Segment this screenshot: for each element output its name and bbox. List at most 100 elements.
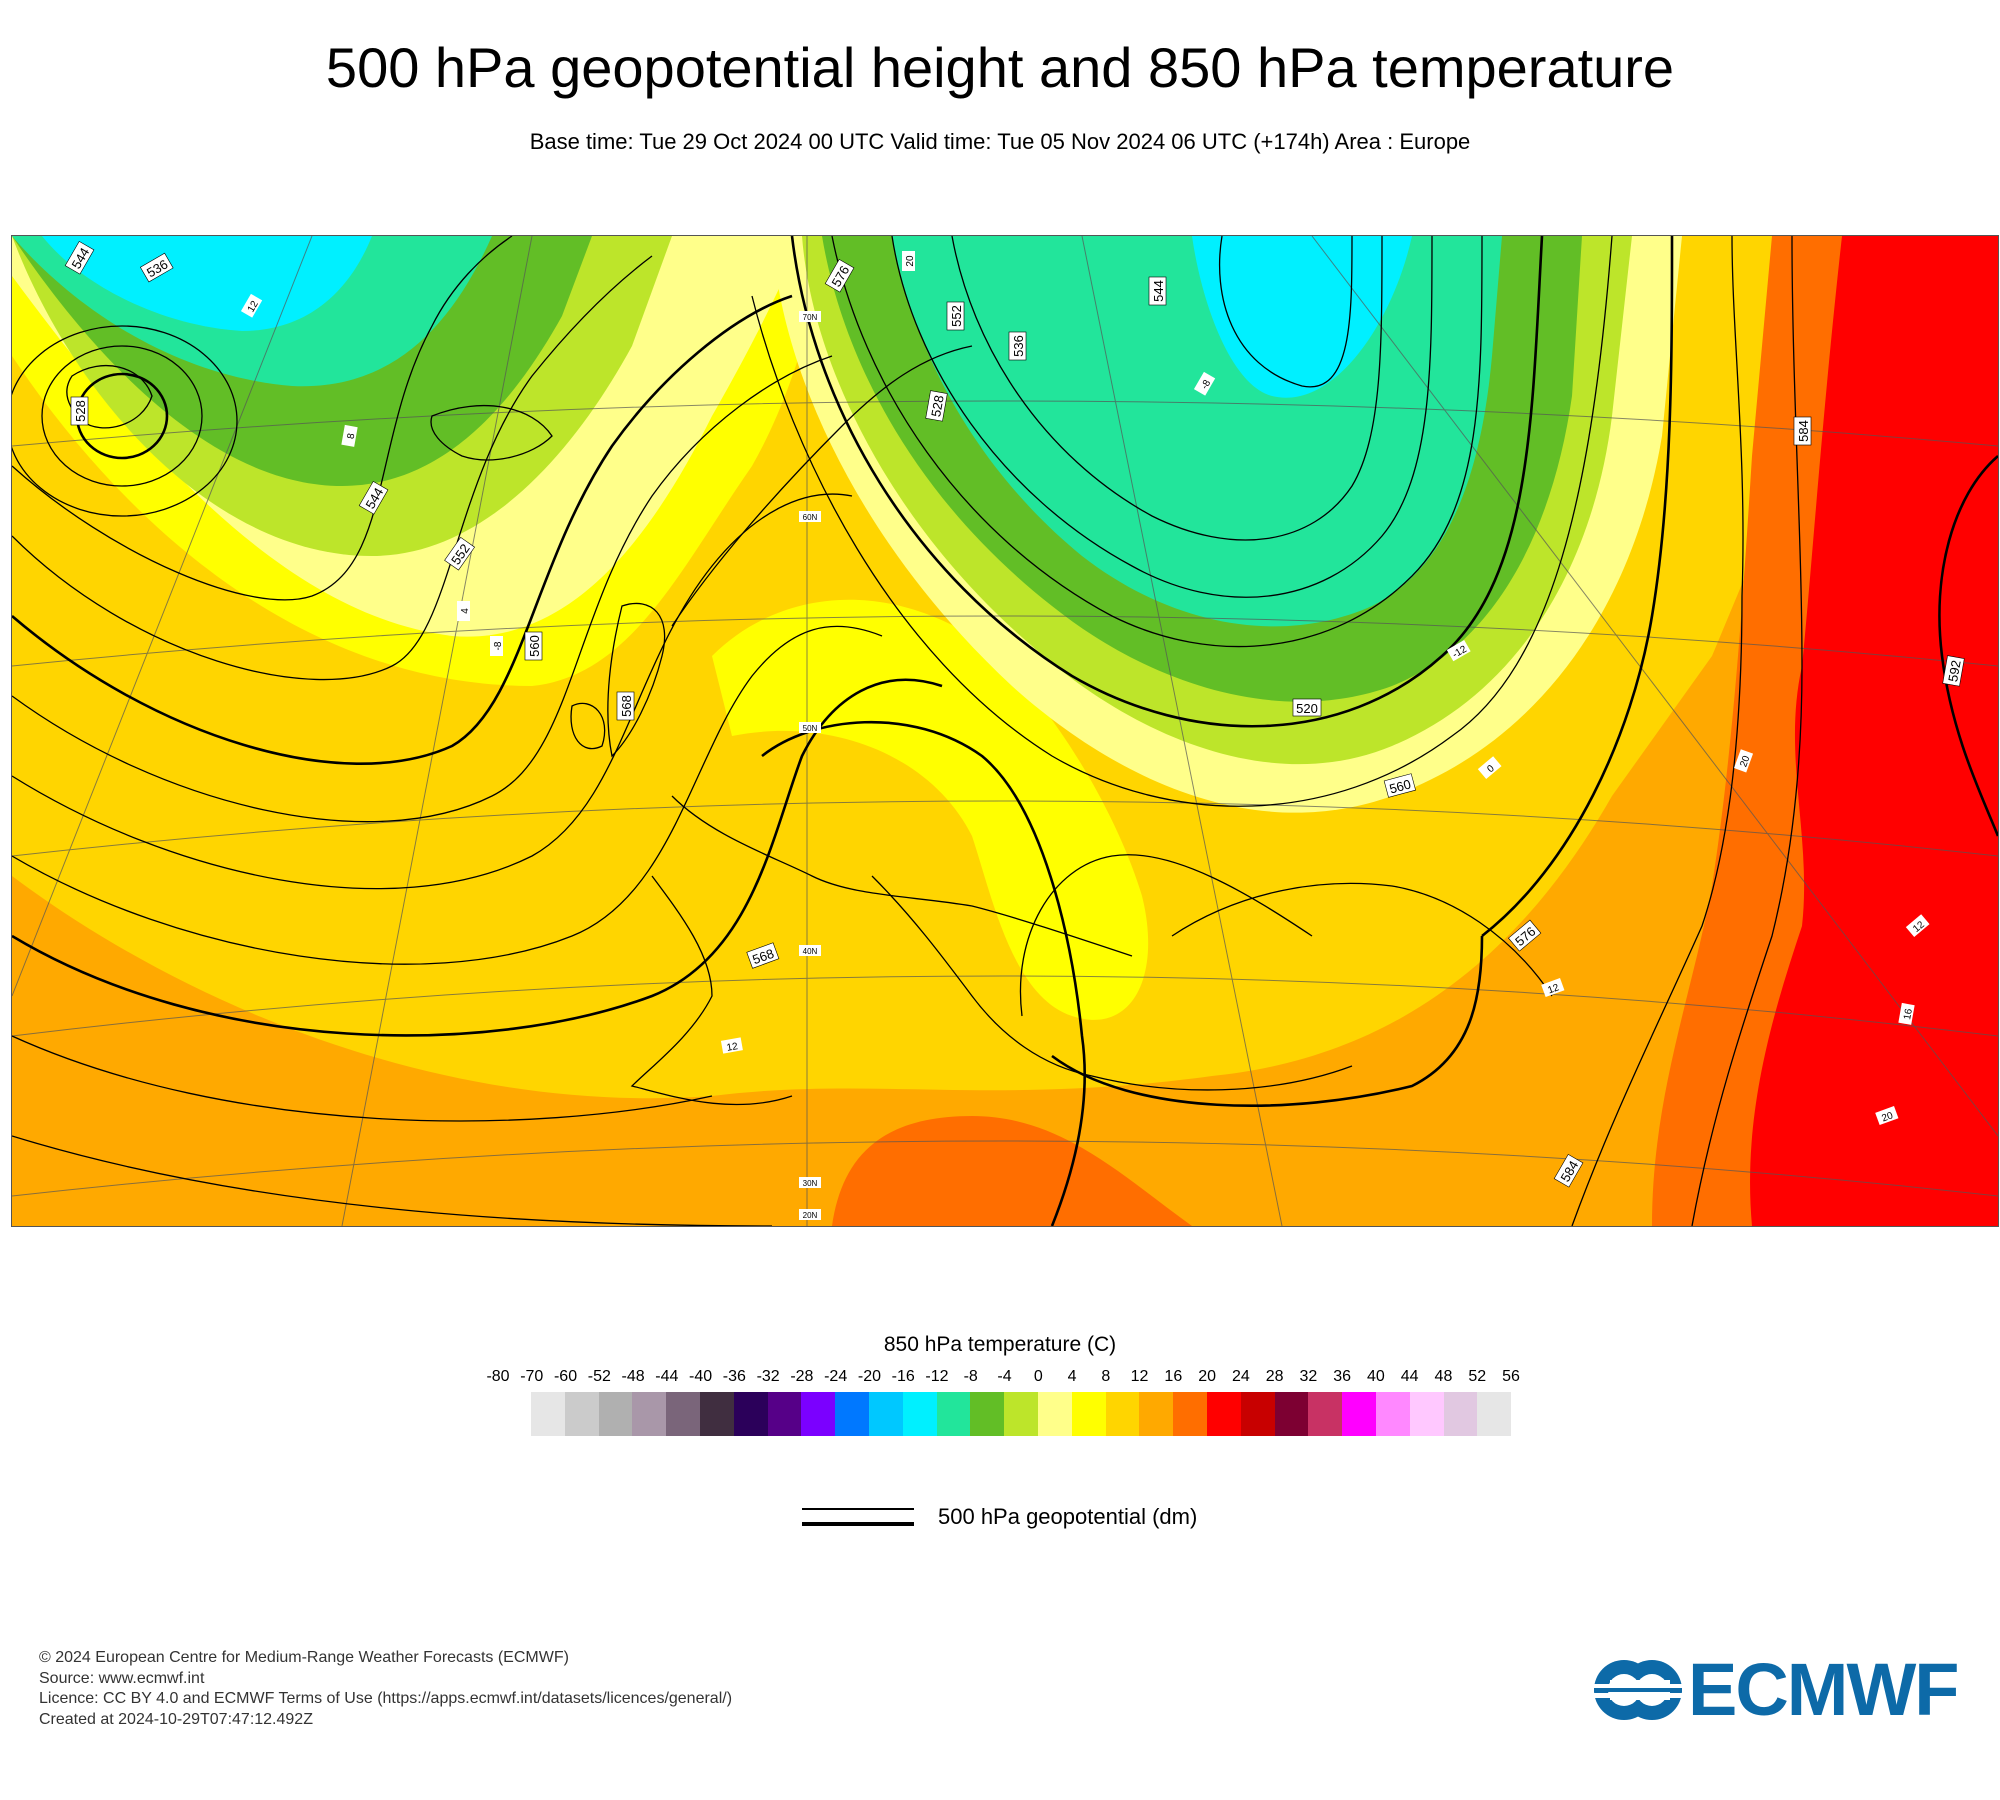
legend-tick-label: -40 (689, 1368, 713, 1385)
legend-tick-label: 28 (1265, 1368, 1284, 1385)
legend-tick-label: 32 (1299, 1368, 1318, 1385)
legend-swatch (1105, 1392, 1140, 1436)
legend-swatch (1206, 1392, 1241, 1436)
legend-swatch (1071, 1392, 1106, 1436)
legend-swatch (1240, 1392, 1275, 1436)
svg-text:4: 4 (460, 608, 471, 614)
legend-swatch (902, 1392, 937, 1436)
temperature-label: 0 (1477, 756, 1502, 780)
legend-tick-label: -32 (756, 1368, 780, 1385)
svg-text:552: 552 (949, 305, 964, 327)
legend-tick-label: 36 (1333, 1368, 1352, 1385)
legend-swatch (1342, 1392, 1376, 1436)
chart-title: 500 hPa geopotential height and 850 hPa … (325, 36, 1675, 99)
legend-tick-label: 4 (1067, 1368, 1077, 1385)
licence-line[interactable]: Licence: CC BY 4.0 and ECMWF Terms of Us… (39, 1690, 733, 1707)
svg-text:12: 12 (246, 299, 261, 315)
legend-swatch (936, 1392, 971, 1436)
temperature-label: 12 (720, 1037, 743, 1054)
contour-label: 568 (746, 942, 780, 969)
latitude-label: 50N (799, 722, 821, 733)
thin-line-sample (802, 1508, 914, 1510)
geopotential-legend: 500 hPa geopotential (dm) (802, 1500, 1402, 1540)
svg-text:20N: 20N (803, 1211, 818, 1220)
legend-swatch (699, 1392, 734, 1436)
legend-tick-label: -36 (722, 1368, 746, 1385)
contour-label: 592 (1942, 655, 1965, 687)
svg-text:584: 584 (1796, 420, 1811, 442)
legend-tick-label: 56 (1502, 1368, 1520, 1385)
ecmwf-logo-icon (1590, 1660, 1686, 1720)
svg-text:560: 560 (1388, 776, 1413, 796)
legend-swatch (632, 1392, 667, 1436)
latitude-label: 30N (799, 1177, 821, 1188)
legend-swatch (1274, 1392, 1309, 1436)
ecmwf-logo-text: ECMWF (1688, 1648, 1959, 1731)
legend-swatch (1375, 1392, 1410, 1436)
legend-tick-label: 44 (1400, 1368, 1419, 1385)
forecast-map[interactable]: 544 536 528 544 552 560 568 576 552 536 528 544 520 5… (11, 235, 1999, 1227)
temperature-legend-ticks: -80 -70 -60 -52 -48 -44 -40 -36 -32 -28 -24 -20 -16-… (0, 1367, 2000, 1389)
legend-tick-label: -28 (790, 1368, 814, 1385)
latitude-labels: 70N 60N 50N 40N 30N 20N (799, 311, 821, 1220)
temperature-label: 12 (240, 293, 263, 318)
legend-swatch (564, 1392, 599, 1436)
legend-swatch (1037, 1392, 1072, 1436)
geopotential-legend-label: 500 hPa geopotential (dm) (938, 1504, 1198, 1529)
svg-text:520: 520 (1296, 701, 1318, 716)
svg-text:60N: 60N (803, 513, 818, 522)
chart-subtitle: Base time: Tue 29 Oct 2024 00 UTC Valid … (529, 129, 1471, 154)
latitude-label: 20N (799, 1209, 821, 1220)
legend-tick-label: 8 (1101, 1368, 1111, 1385)
map-canvas: 544 5365285445525605685765525365285445205… (12, 236, 1998, 1226)
legend-swatch (868, 1392, 903, 1436)
legend-tick-label: 52 (1468, 1368, 1487, 1385)
svg-text:528: 528 (73, 400, 88, 422)
contour-label: 568 (616, 691, 635, 721)
legend-tick-label: 0 (1033, 1368, 1043, 1385)
temperature-legend-title: 850 hPa temperature (C) (883, 1333, 1117, 1356)
field-cyan-west (42, 236, 372, 331)
field-red-east (1750, 236, 1998, 1226)
contour-label: 560 (524, 631, 543, 661)
legend-swatch (1308, 1392, 1343, 1436)
legend-tick-label: -16 (891, 1368, 915, 1385)
contour-label: 584 (1793, 416, 1812, 446)
svg-text:568: 568 (750, 946, 776, 968)
legend-tick-label: 24 (1231, 1368, 1250, 1385)
legend-tick-label: -52 (587, 1368, 611, 1385)
legend-swatch (1443, 1392, 1478, 1436)
svg-text:536: 536 (1011, 335, 1026, 357)
source-line[interactable]: Source: www.ecmwf.int (39, 1669, 205, 1687)
temperature-label: 12 (1541, 978, 1565, 998)
legend-tick-label: -44 (655, 1368, 679, 1385)
svg-text:50N: 50N (803, 724, 818, 733)
legend-swatch (531, 1392, 565, 1436)
svg-text:560: 560 (527, 635, 542, 657)
temperature-legend-colorbar (531, 1392, 1512, 1436)
legend-swatch (835, 1392, 869, 1436)
svg-text:30N: 30N (803, 1179, 818, 1188)
svg-text:40N: 40N (803, 947, 818, 956)
legend-swatch (598, 1392, 633, 1436)
contour-label: 536 (1008, 331, 1027, 361)
svg-text:592: 592 (1945, 659, 1964, 683)
legend-swatch (666, 1392, 700, 1436)
contour-label: 528 (70, 396, 89, 426)
temperature-label: 20 (1734, 749, 1754, 773)
ecmwf-logo[interactable]: ECMWF (1590, 1648, 1970, 1731)
created-line: Created at 2024-10-29T07:47:12.492Z (39, 1710, 313, 1728)
legend-tick-label: -60 (553, 1368, 578, 1385)
contour-label: 528 (925, 390, 948, 422)
geopotential-contours (12, 236, 1998, 1226)
latitude-label: 60N (799, 511, 821, 522)
legend-tick-label: 12 (1130, 1368, 1149, 1385)
field-orange-south (12, 236, 1998, 1226)
field-darkorange-sahara (832, 1116, 1192, 1226)
legend-tick-label: -20 (857, 1368, 881, 1385)
svg-text:20: 20 (1880, 1110, 1895, 1124)
legend-tick-label: -4 (997, 1368, 1012, 1385)
legend-swatch (733, 1392, 768, 1436)
contour-label: 544 (1148, 276, 1167, 306)
